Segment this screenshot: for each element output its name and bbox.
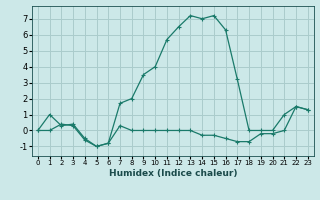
X-axis label: Humidex (Indice chaleur): Humidex (Indice chaleur) [108,169,237,178]
